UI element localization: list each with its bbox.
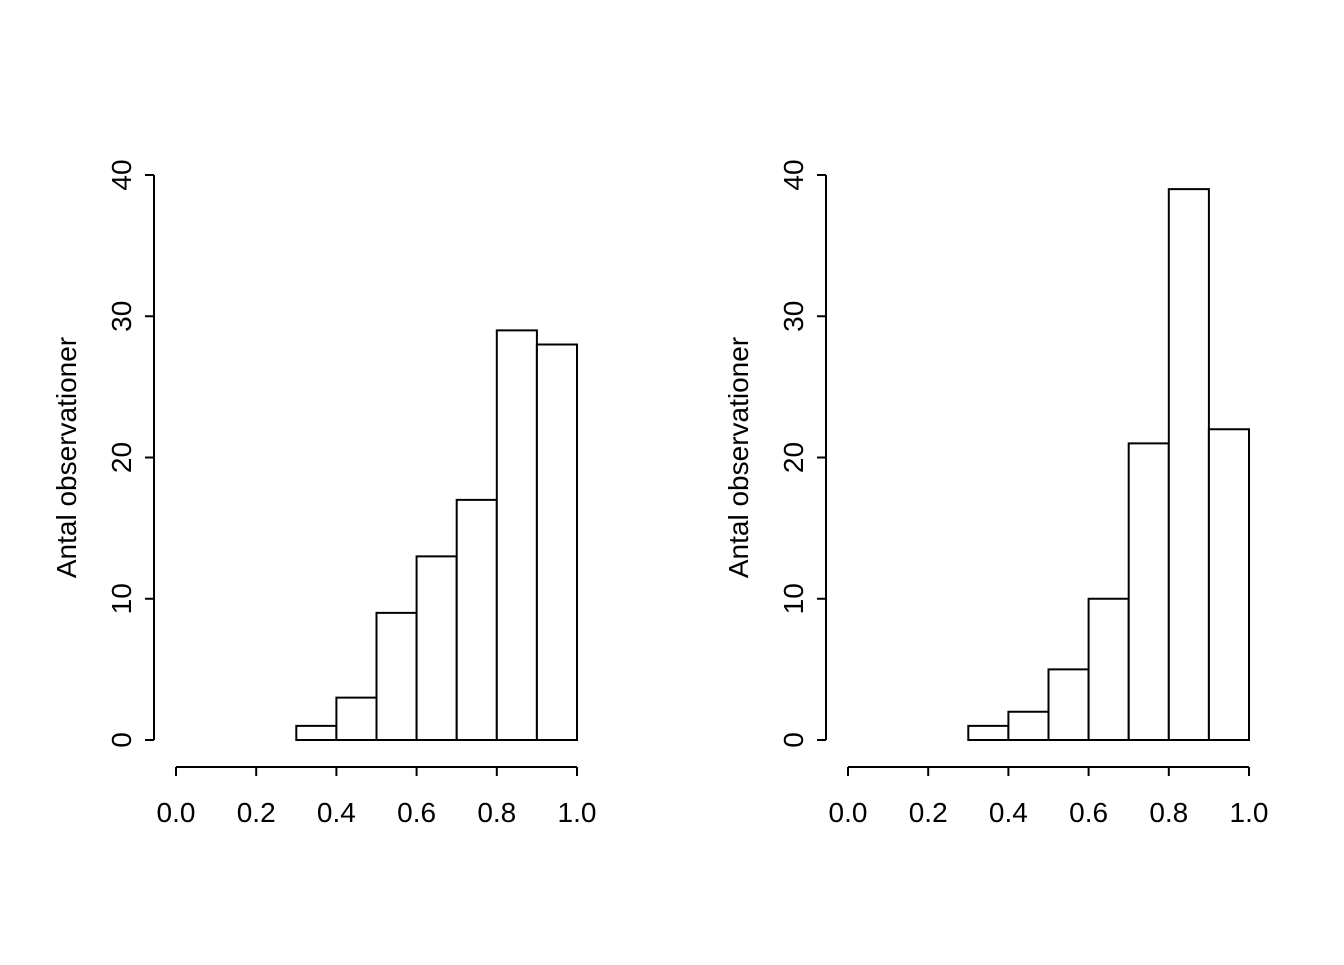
y-tick-label: 20 — [106, 442, 137, 473]
y-tick-label: 40 — [106, 159, 137, 190]
histogram-bar — [495, 329, 538, 741]
histogram-bar — [455, 498, 498, 741]
x-tick-label: 0.4 — [317, 797, 356, 828]
histogram-bar — [535, 343, 579, 741]
histogram-svg: 0 10 20 30 40 0.0 0.2 0.4 0.6 0.8 1.0 Antal observa… — [723, 159, 1269, 828]
histogram-bar — [1047, 668, 1090, 741]
histogram-bar — [967, 724, 1010, 741]
y-tick-label: 30 — [106, 301, 137, 332]
x-tick-label: 0.0 — [157, 797, 196, 828]
histogram-bar — [415, 555, 458, 741]
histogram-svg: 0 10 20 30 40 0.0 0.2 0.4 0.6 0.8 1.0 Antal observa… — [51, 159, 597, 828]
histogram-bar — [1167, 188, 1210, 741]
histogram-bar — [1207, 428, 1251, 741]
histogram-bar — [1127, 442, 1170, 741]
x-tick-label: 1.0 — [1230, 797, 1269, 828]
y-tick-label: 10 — [778, 583, 809, 614]
y-tick-label: 0 — [778, 732, 809, 748]
x-tick-label: 0.6 — [397, 797, 436, 828]
histogram-bar — [335, 696, 378, 741]
x-tick-label: 1.0 — [558, 797, 597, 828]
x-tick-label: 0.0 — [829, 797, 868, 828]
x-tick-label: 0.2 — [909, 797, 948, 828]
x-tick-label: 0.6 — [1069, 797, 1108, 828]
histogram-bar — [1087, 597, 1130, 741]
histogram-panel-left: 0 10 20 30 40 0.0 0.2 0.4 0.6 0.8 1.0 Antal observa… — [0, 0, 672, 960]
histogram-bar — [1007, 710, 1050, 741]
x-tick-label: 0.8 — [477, 797, 516, 828]
histogram-bar — [295, 724, 338, 741]
x-tick-label: 0.2 — [237, 797, 276, 828]
y-tick-label: 10 — [106, 583, 137, 614]
x-tick-label: 0.4 — [989, 797, 1028, 828]
y-tick-label: 30 — [778, 301, 809, 332]
y-tick-label: 40 — [778, 159, 809, 190]
y-tick-label: 20 — [778, 442, 809, 473]
histogram-bar — [375, 611, 418, 741]
y-axis-title: Antal observationer — [51, 337, 82, 578]
y-tick-label: 0 — [106, 732, 137, 748]
x-tick-label: 0.8 — [1149, 797, 1188, 828]
histogram-panel-right: 0 10 20 30 40 0.0 0.2 0.4 0.6 0.8 1.0 Antal observa… — [672, 0, 1344, 960]
y-axis-title: Antal observationer — [723, 337, 754, 578]
